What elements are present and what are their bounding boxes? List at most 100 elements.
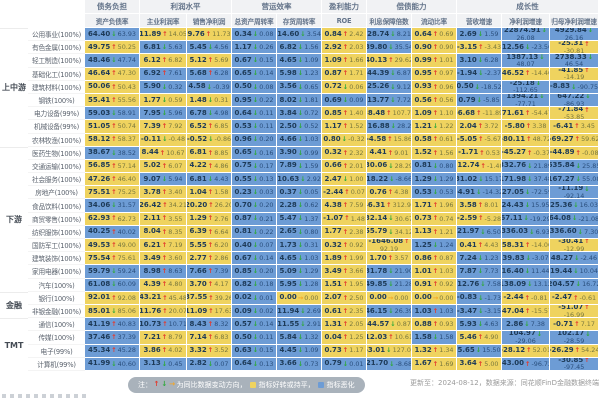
metric-cell: 6.81 ↓ 5.63 <box>140 41 187 55</box>
metric-line: 0.72 ↓ 0.06 <box>325 83 364 90</box>
industry-name[interactable]: 电子(99%) <box>28 344 85 358</box>
metric-cell: 1.32 ↑ 1.34 <box>412 344 457 358</box>
metric-prior-value: 85.06 <box>117 306 136 315</box>
column-header[interactable]: 净利润增速 <box>502 14 550 28</box>
industry-name[interactable]: 商贸零售(100%) <box>28 212 85 226</box>
metric-cell: -5.80 ↑ 3.38 <box>502 120 550 134</box>
industry-name[interactable]: 建筑装饰(100%) <box>28 252 85 266</box>
metric-current-value: 4.58 <box>188 82 206 91</box>
industry-name[interactable]: 公用事业(100%) <box>28 28 85 42</box>
down-arrow-icon: ↓ <box>252 69 259 78</box>
metric-current-value: 12.76 <box>457 280 480 289</box>
metric-cell: 6.78 ↓ 4.98 <box>187 107 232 121</box>
metric-line: 6.52 ↑ 6.85 <box>190 122 229 130</box>
metric-prior-value: 52.01 <box>532 346 550 355</box>
down-arrow-icon: ↓ <box>297 82 304 91</box>
down-arrow-icon: ↓ <box>252 95 259 104</box>
industry-name[interactable]: 电力设备(99%) <box>28 107 85 121</box>
metric-cell: 3.84 ↓ 0.72 <box>277 107 322 121</box>
metric-current-value: 8.98 <box>143 266 161 275</box>
industry-name[interactable]: 医药生物(100%) <box>28 146 85 160</box>
metric-current-value: 6.81 <box>189 148 207 157</box>
industry-name[interactable]: 传媒(100%) <box>28 331 85 345</box>
metric-line: 0.50 ↓ 0.08 <box>235 83 274 90</box>
metric-current-value: 62.93 <box>88 214 111 223</box>
industry-name[interactable]: 家用电器(100%) <box>28 265 85 279</box>
metric-current-value: 0.91 <box>414 280 432 289</box>
column-header[interactable]: 利息保障倍数 <box>367 14 412 28</box>
metric-line: 0.50 ↓ -18.52 <box>457 83 501 90</box>
up-arrow-icon: ↑ <box>584 239 590 246</box>
metric-prior-value: 28.24 <box>397 122 412 131</box>
metric-prior-value: 4.17 <box>214 280 229 289</box>
industry-name[interactable]: 银行(100%) <box>28 291 85 305</box>
metric-prior-value: -54.47 <box>531 109 549 118</box>
column-header[interactable]: 归母净利润增速 <box>550 14 599 28</box>
metric-current-value: 0.87 <box>234 214 252 223</box>
metric-line: -2.44 ↑ 0.07 <box>323 188 365 196</box>
metric-current-value: 63.01 <box>367 346 386 355</box>
up-arrow-icon: ↑ <box>207 148 214 157</box>
metric-line: -2.44 ↑ -0.81 <box>503 294 547 301</box>
metric-current-value: 0.73 <box>324 346 342 355</box>
metric-prior-value: 8.63 <box>168 267 183 276</box>
industry-name[interactable]: 基础化工(100%) <box>28 67 85 81</box>
industry-name[interactable]: 轻工制造(100%) <box>28 54 85 68</box>
industry-name[interactable]: 钢铁(100%) <box>28 93 85 108</box>
metric-cell: 38.67 ↓ 38.52 <box>85 146 140 160</box>
industry-name[interactable]: 通信(100%) <box>28 318 85 332</box>
industry-name[interactable]: 农林牧渔(100%) <box>28 133 85 147</box>
down-arrow-icon: ↓ <box>477 319 484 328</box>
industry-name[interactable]: 有色金属(100%) <box>28 41 85 55</box>
up-arrow-icon: ↑ <box>432 69 439 78</box>
metric-current-value: 55.79 <box>367 227 388 236</box>
metric-line: -6.41 ↑ 3.45 <box>553 122 595 130</box>
metric-prior-value: 1.09 <box>304 56 319 65</box>
metric-current-value: 3.66 <box>279 359 297 368</box>
metric-line: -1.07 ↑ 1.48 <box>323 215 365 222</box>
down-arrow-icon: ↓ <box>539 93 545 101</box>
metric-prior-value: 45.48 <box>168 293 187 302</box>
metric-cell: 3.49 ↑ 3.66 <box>322 265 367 279</box>
metric-prior-value: 0.20 <box>259 267 274 276</box>
metric-cell: 6.39 ↑ 6.64 <box>187 225 232 239</box>
industry-name[interactable]: 社会服务(100%) <box>28 173 85 187</box>
industry-name[interactable]: 机械设备(99%) <box>28 120 85 134</box>
metric-current-value: 0.37 <box>279 187 297 196</box>
down-arrow-icon: ↓ <box>297 95 304 104</box>
metric-prior-value: 8.21 <box>396 29 411 38</box>
industry-name[interactable]: 汽车(100%) <box>28 278 85 292</box>
metric-cell: 2.77 ↑ 2.86 <box>187 252 232 266</box>
column-header[interactable]: 资产负债率 <box>85 14 140 28</box>
industry-name[interactable]: 国防军工(100%) <box>28 239 85 253</box>
table-corner <box>0 0 85 28</box>
up-arrow-icon: ↑ <box>342 280 349 289</box>
metric-cell: 332.76↓21.89 <box>502 159 550 174</box>
industry-name[interactable]: 建筑材料(100%) <box>28 80 85 94</box>
industry-name[interactable]: 纺织服饰(100%) <box>28 225 85 239</box>
metric-line: 10.63 ↓ 2.92 <box>277 175 321 183</box>
metric-cell: 7.95 ↓ 5.96 <box>140 107 187 121</box>
industry-name[interactable]: 非银金融(100%) <box>28 304 85 319</box>
metric-prior-value: -90.75 <box>577 82 599 91</box>
metric-prior-value: 4.90 <box>484 333 499 342</box>
metric-line: 4.39 ↑ 4.80 <box>144 281 183 288</box>
metric-line: 0.09 ↓ 0.02 <box>235 307 274 315</box>
column-header[interactable]: 主业利润率 <box>140 14 187 28</box>
industry-name[interactable]: 房地产(100%) <box>28 186 85 200</box>
industry-name[interactable]: 食品饮料(100%) <box>28 199 85 213</box>
industry-name[interactable]: 交通运输(100%) <box>28 159 85 174</box>
metric-current-value: 0.00 <box>369 293 387 302</box>
column-header[interactable]: 总资产周转率 <box>232 14 277 28</box>
metric-line: 0.23 ↓ 0.03 <box>235 188 274 196</box>
metric-current-value: 2.92 <box>324 42 342 51</box>
column-header[interactable]: 存货周转率 <box>277 14 322 28</box>
metric-prior-value: -8.66 <box>395 174 412 183</box>
industry-name[interactable]: 计算机(99%) <box>28 357 85 371</box>
metric-prior-value: 1.28 <box>304 280 319 289</box>
column-header[interactable]: 营收增速 <box>457 14 502 28</box>
column-header[interactable]: 流动比率 <box>412 14 457 28</box>
column-header[interactable]: 销售净利润 <box>187 14 232 28</box>
column-header[interactable]: ROE <box>322 14 367 28</box>
metric-current-value: -1.07 <box>323 214 344 223</box>
